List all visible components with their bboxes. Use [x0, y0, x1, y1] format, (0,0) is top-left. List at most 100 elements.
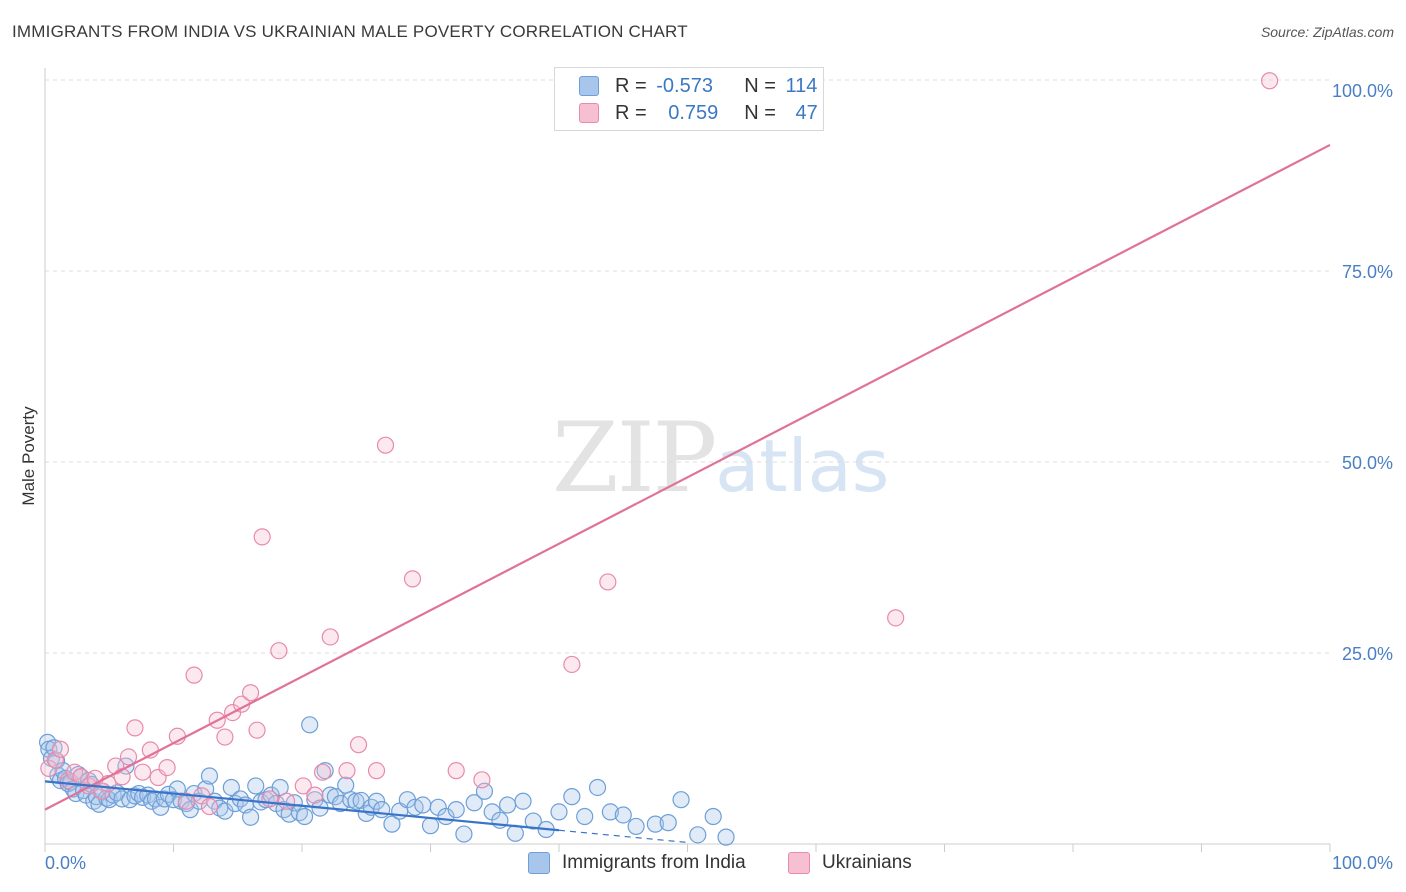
point-india-104	[588, 778, 607, 797]
trend-line-india-extension	[558, 829, 688, 844]
point-ukrainians-35	[313, 763, 332, 781]
series-legend-india: Immigrants from India	[528, 852, 746, 874]
point-ukrainians-24	[216, 728, 234, 746]
point-ukrainians-44	[563, 655, 581, 674]
point-india-111	[689, 826, 707, 844]
legend-n-label: N =	[744, 74, 782, 97]
point-india-102	[563, 788, 581, 806]
point-ukrainians-43	[473, 771, 491, 789]
point-ukrainians-12	[119, 748, 138, 766]
point-ukrainians-39	[367, 762, 386, 780]
legend-swatch-india	[579, 76, 599, 96]
point-india-61	[271, 778, 289, 797]
axes	[44, 68, 1331, 852]
x-tick-label-1: 100.0%	[1332, 853, 1393, 873]
point-ukrainians-28	[248, 721, 266, 739]
point-ukrainians-20	[185, 666, 203, 684]
watermark-zip: ZIP	[552, 402, 717, 514]
point-ukrainians-19	[177, 792, 195, 810]
point-india-81	[373, 801, 391, 819]
y-tick-label-3: 100.0%	[1332, 81, 1393, 101]
series-ukrainians-points	[40, 72, 1279, 816]
trend-line-india	[44, 780, 560, 832]
point-india-103	[576, 807, 594, 826]
point-india-47	[200, 767, 219, 785]
x-tick-label-0: 0.0%	[45, 853, 86, 873]
grid	[45, 79, 1330, 654]
point-ukrainians-38	[349, 736, 368, 754]
legend-swatch-ukrainians	[579, 103, 599, 123]
point-india-108	[646, 815, 664, 833]
point-india-67	[301, 716, 319, 734]
series-legend-ukrainians: Ukrainians	[788, 852, 912, 874]
watermark: ZIPatlas	[552, 402, 889, 514]
point-india-76	[347, 792, 365, 810]
y-tick-label-1: 50.0%	[1342, 453, 1393, 473]
point-ukrainians-30	[261, 790, 279, 808]
legend-row-india: R = -0.573 N = 114	[579, 74, 817, 98]
series-legend-swatch-india	[528, 852, 550, 874]
legend-n-value: 114	[785, 74, 818, 97]
legend-r-value: 0.759	[668, 101, 719, 124]
point-india-90	[447, 801, 465, 819]
point-india-51	[222, 778, 240, 797]
point-ukrainians-47	[1261, 72, 1279, 90]
point-ukrainians-27	[242, 684, 260, 702]
point-ukrainians-34	[306, 786, 324, 804]
point-india-106	[614, 806, 632, 824]
point-ukrainians-13	[126, 719, 144, 737]
point-india-107	[627, 817, 645, 836]
point-india-92	[465, 794, 483, 812]
series-legend-swatch-ukrainians	[788, 852, 810, 874]
point-ukrainians-40	[376, 436, 395, 454]
point-india-3	[45, 739, 63, 757]
point-ukrainians-42	[447, 762, 465, 780]
legend-n-label: N =	[744, 101, 782, 124]
trend-line-ukrainians	[44, 143, 1331, 811]
point-india-110	[672, 791, 690, 809]
point-india-112	[704, 807, 722, 826]
chart-title: IMMIGRANTS FROM INDIA VS UKRAINIAN MALE …	[12, 22, 688, 41]
point-ukrainians-22	[200, 797, 219, 816]
point-ukrainians-32	[277, 792, 296, 810]
point-ukrainians-31	[270, 642, 288, 660]
series-india-points	[38, 716, 735, 846]
point-ukrainians-29	[253, 528, 271, 546]
trend-lines	[44, 143, 1331, 844]
point-india-86	[414, 796, 432, 814]
point-ukrainians-14	[134, 763, 152, 781]
point-india-55	[242, 808, 260, 826]
y-tick-label-0: 25.0%	[1342, 644, 1393, 664]
stats-legend: R = -0.573 N = 114 R = 0.759 N = 47	[554, 67, 824, 131]
point-india-101	[550, 803, 568, 821]
point-ukrainians-41	[403, 570, 422, 588]
point-ukrainians-45	[599, 573, 617, 591]
point-india-87	[421, 817, 440, 835]
tick-labels: 25.0% 50.0% 75.0% 100.0% 0.0% 100.0%	[45, 81, 1393, 873]
point-ukrainians-46	[887, 609, 905, 627]
legend-r-label: R =	[615, 74, 653, 97]
legend-n-value: 47	[795, 101, 818, 124]
point-india-99	[524, 812, 542, 830]
point-india-91	[455, 825, 473, 843]
point-ukrainians-33	[294, 777, 312, 795]
legend-row-ukrainians: R = 0.759 N = 47	[579, 101, 818, 125]
point-india-56	[247, 777, 265, 795]
point-india-66	[295, 807, 314, 826]
series-legend: Immigrants from India Ukrainians	[0, 852, 1406, 876]
point-ukrainians-2	[51, 740, 70, 758]
point-india-109	[659, 814, 677, 832]
point-india-105	[601, 803, 620, 821]
point-india-82	[383, 815, 401, 833]
point-india-98	[514, 792, 532, 810]
y-axis-label: Male Poverty	[19, 406, 38, 506]
series-legend-label-india: Immigrants from India	[562, 852, 746, 873]
point-india-96	[499, 796, 517, 814]
y-tick-label-2: 75.0%	[1342, 262, 1393, 282]
point-india-113	[717, 828, 735, 846]
watermark-atlas: atlas	[715, 424, 890, 508]
source-label: Source: ZipAtlas.com	[1260, 24, 1394, 40]
point-ukrainians-37	[338, 762, 356, 780]
point-ukrainians-36	[321, 628, 339, 646]
